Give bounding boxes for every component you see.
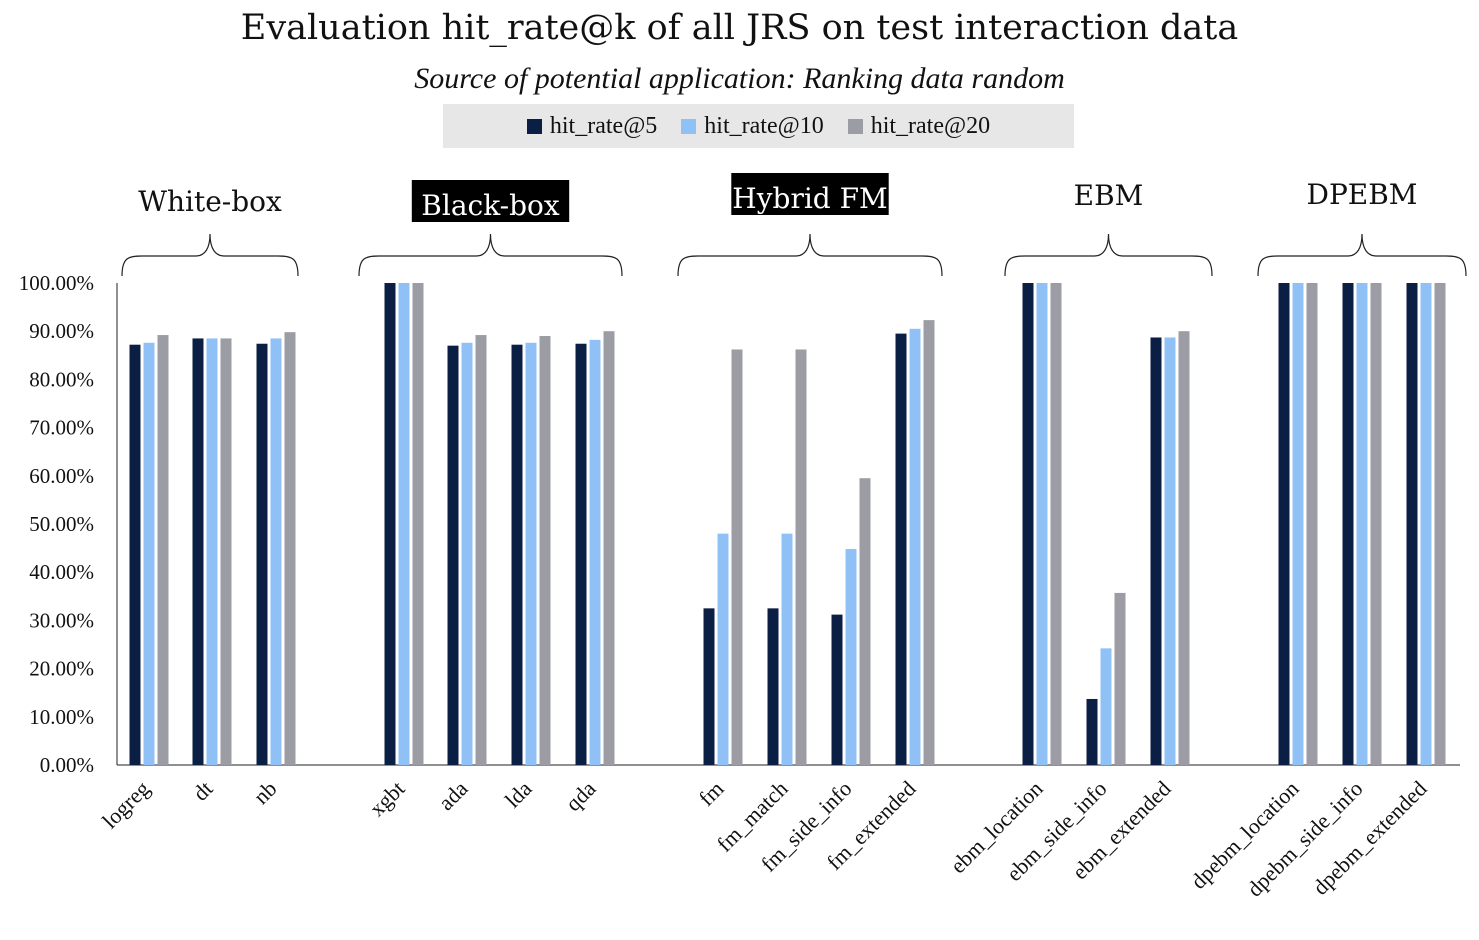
bar-fm_extended-hit_rate-20 (923, 320, 935, 765)
bar-fm_side_info-hit_rate-10 (845, 549, 857, 765)
legend-item-hit-rate-5: hit_rate@5 (526, 112, 658, 140)
y-tick-label: 60.00% (29, 464, 94, 488)
bar-lda-hit_rate-10 (525, 342, 537, 765)
bar-dt-hit_rate-5 (192, 338, 204, 765)
bar-fm_match-hit_rate-5 (767, 608, 779, 765)
bar-ebm_extended-hit_rate-10 (1164, 337, 1176, 765)
bar-dpebm_location-hit_rate-20 (1306, 283, 1318, 765)
bar-ada-hit_rate-10 (461, 342, 473, 765)
legend-label: hit_rate@10 (704, 112, 824, 139)
bar-fm_extended-hit_rate-5 (895, 333, 907, 765)
legend: hit_rate@5 hit_rate@10 hit_rate@20 (443, 104, 1074, 148)
bar-ebm_side_info-hit_rate-20 (1114, 592, 1126, 765)
bar-qda-hit_rate-10 (589, 339, 601, 765)
group-label: EBM (1074, 179, 1144, 212)
bar-xgbt-hit_rate-20 (412, 283, 424, 765)
y-tick-label: 0.00% (40, 753, 94, 777)
x-tick-label: dpebm_extended (1308, 776, 1432, 900)
bar-xgbt-hit_rate-10 (398, 283, 410, 765)
bar-nb-hit_rate-20 (284, 332, 296, 765)
group-brace (677, 233, 943, 277)
bar-nb-hit_rate-5 (256, 343, 268, 765)
legend-label: hit_rate@20 (870, 112, 991, 139)
bar-logreg-hit_rate-5 (129, 344, 141, 765)
bar-dpebm_side_info-hit_rate-20 (1370, 283, 1382, 765)
bar-ebm_extended-hit_rate-20 (1178, 331, 1190, 765)
legend-item-hit-rate-10: hit_rate@10 (681, 112, 824, 140)
x-tick-label: nb (248, 776, 281, 809)
x-tick-label: xgbt (364, 776, 409, 821)
group-brace (121, 233, 299, 277)
bar-xgbt-hit_rate-5 (384, 283, 396, 765)
x-tick-label: dt (188, 776, 218, 806)
bar-fm_side_info-hit_rate-20 (859, 478, 871, 765)
bar-qda-hit_rate-20 (603, 331, 615, 765)
bar-ebm_side_info-hit_rate-5 (1086, 698, 1098, 765)
bar-fm_match-hit_rate-20 (795, 349, 807, 765)
bar-fm_extended-hit_rate-10 (909, 328, 921, 765)
bar-ada-hit_rate-5 (447, 345, 459, 765)
bar-lda-hit_rate-5 (511, 344, 523, 765)
x-tick-label: fm (694, 776, 729, 811)
bar-dpebm_extended-hit_rate-20 (1434, 283, 1446, 765)
bar-qda-hit_rate-5 (575, 343, 587, 765)
legend-swatch (526, 118, 542, 134)
bar-dpebm_side_info-hit_rate-10 (1356, 283, 1368, 765)
legend-label: hit_rate@5 (549, 112, 658, 139)
bar-dpebm_location-hit_rate-5 (1278, 283, 1290, 765)
bar-ebm_extended-hit_rate-5 (1150, 337, 1162, 765)
y-tick-label: 10.00% (29, 705, 94, 729)
bar-ada-hit_rate-20 (475, 335, 487, 765)
group-label-highlight (411, 180, 570, 222)
group-brace (358, 233, 623, 277)
x-tick-label: qda (560, 776, 600, 816)
group-label: White-box (138, 185, 282, 218)
bar-fm_match-hit_rate-10 (781, 533, 793, 765)
bar-dpebm_side_info-hit_rate-5 (1342, 283, 1354, 765)
bar-logreg-hit_rate-20 (157, 335, 169, 765)
group-label: Hybrid FM (732, 182, 887, 215)
group-label: Black-box (421, 189, 560, 222)
bar-lda-hit_rate-20 (539, 336, 551, 765)
chart-subtitle: Source of potential application: Ranking… (414, 62, 1065, 95)
bar-dt-hit_rate-20 (220, 338, 232, 765)
legend-swatch (681, 118, 697, 134)
y-tick-label: 40.00% (29, 560, 94, 584)
bar-fm_side_info-hit_rate-5 (831, 614, 843, 765)
x-tick-label: lda (500, 776, 537, 813)
bar-nb-hit_rate-10 (270, 338, 282, 765)
x-tick-label: ada (433, 776, 472, 815)
x-tick-label: dpebm_location (1186, 776, 1304, 894)
bar-fm-hit_rate-10 (717, 533, 729, 765)
bar-dpebm_extended-hit_rate-10 (1420, 283, 1432, 765)
bar-ebm_side_info-hit_rate-10 (1100, 648, 1112, 765)
x-tick-label: logreg (97, 776, 154, 833)
bar-ebm_location-hit_rate-5 (1022, 283, 1034, 765)
bar-fm-hit_rate-20 (731, 349, 743, 765)
group-label-highlight (731, 173, 889, 215)
y-tick-label: 50.00% (29, 512, 94, 536)
y-tick-label: 20.00% (29, 657, 94, 681)
y-tick-label: 90.00% (29, 319, 94, 343)
bar-dt-hit_rate-10 (206, 338, 218, 765)
bar-dpebm_location-hit_rate-10 (1292, 283, 1304, 765)
bar-ebm_location-hit_rate-20 (1050, 283, 1062, 765)
bar-dpebm_extended-hit_rate-5 (1406, 283, 1418, 765)
group-label: DPEBM (1307, 178, 1418, 211)
legend-swatch (847, 118, 863, 134)
bar-logreg-hit_rate-10 (143, 342, 155, 765)
bar-fm-hit_rate-5 (703, 608, 715, 765)
group-brace (1004, 233, 1213, 277)
legend-item-hit-rate-20: hit_rate@20 (847, 112, 991, 140)
y-tick-label: 70.00% (29, 416, 94, 440)
bar-ebm_location-hit_rate-10 (1036, 283, 1048, 765)
chart-title: Evaluation hit_rate@k of all JRS on test… (240, 8, 1239, 48)
group-brace (1257, 233, 1467, 277)
x-tick-label: dpebm_side_info (1242, 776, 1368, 902)
y-tick-label: 80.00% (29, 367, 94, 391)
y-tick-label: 30.00% (29, 608, 94, 632)
y-tick-label: 100.00% (19, 271, 94, 295)
